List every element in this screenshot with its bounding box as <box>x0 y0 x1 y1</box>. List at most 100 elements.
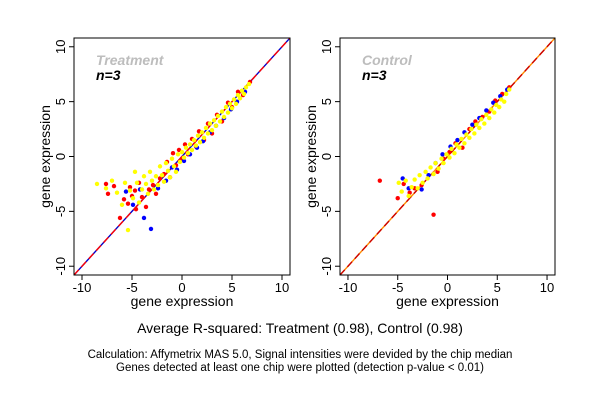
data-point <box>457 145 462 150</box>
data-point <box>492 110 497 115</box>
data-point <box>474 122 479 127</box>
data-point <box>221 114 227 120</box>
data-point <box>484 112 489 118</box>
data-point <box>464 132 469 137</box>
data-point <box>235 92 241 98</box>
data-point <box>199 130 205 135</box>
data-point <box>147 169 153 175</box>
data-point <box>132 188 138 193</box>
data-point <box>130 195 136 201</box>
data-point <box>229 106 235 111</box>
data-point <box>111 183 117 189</box>
data-point <box>195 133 201 138</box>
y-tick-label: 10 <box>319 40 334 54</box>
x-axis-label: gene expression <box>396 293 499 309</box>
data-point <box>246 81 252 87</box>
data-point <box>157 164 163 169</box>
sample-size-label: n=3 <box>362 67 387 83</box>
data-point <box>403 178 408 183</box>
data-point <box>459 136 464 142</box>
data-point <box>489 107 494 112</box>
data-point <box>205 131 211 136</box>
data-point <box>114 190 120 195</box>
data-point <box>452 151 457 156</box>
x-axis-label: gene expression <box>131 293 234 309</box>
data-point <box>143 204 149 210</box>
control-panel: -10 -5 0 5 10 -10 -5 0 5 10 gene expression gene ex… <box>303 37 556 309</box>
data-point <box>425 176 430 181</box>
data-point <box>423 169 428 175</box>
data-point <box>472 131 477 136</box>
data-point <box>171 164 177 169</box>
data-point <box>148 226 154 232</box>
data-point <box>133 206 139 212</box>
data-point <box>440 152 445 157</box>
data-point <box>412 177 417 182</box>
data-point <box>141 174 147 179</box>
data-point <box>163 160 169 166</box>
data-point <box>155 186 161 191</box>
data-point <box>185 151 191 156</box>
data-point <box>420 180 425 186</box>
x-tick-label: 10 <box>540 280 554 295</box>
x-tick-label: -10 <box>73 280 92 295</box>
data-point <box>123 189 129 194</box>
calculation-note: Calculation: Affymetrix MAS 5.0, Signal … <box>87 349 513 361</box>
data-point <box>130 202 136 207</box>
data-point <box>127 185 133 190</box>
sample-size-label: n=3 <box>96 67 121 83</box>
data-point <box>433 160 438 166</box>
scatter-plots: -10 -5 0 5 10 -10 -5 0 5 10 gene expression gene ex… <box>37 37 556 309</box>
data-point <box>497 104 502 110</box>
data-point <box>159 172 165 178</box>
data-point <box>179 149 185 155</box>
data-point <box>235 89 241 94</box>
data-point <box>467 135 472 141</box>
y-tick-label: 0 <box>53 153 68 160</box>
data-point <box>417 172 422 178</box>
data-point <box>217 119 223 124</box>
data-point <box>122 180 128 186</box>
data-point <box>94 181 100 187</box>
x-tick-label: -5 <box>126 280 138 295</box>
data-point <box>191 137 197 143</box>
x-tick-label: 5 <box>494 280 501 295</box>
data-point <box>127 188 133 193</box>
y-tick-label: -10 <box>319 257 334 276</box>
data-point <box>149 178 155 183</box>
data-point <box>227 101 233 107</box>
data-point <box>444 152 449 157</box>
data-point <box>136 200 142 205</box>
data-point <box>161 179 167 184</box>
data-point <box>396 180 401 186</box>
x-tick-label: -5 <box>392 280 404 295</box>
data-point <box>187 142 193 147</box>
y-tick-label: 10 <box>53 40 68 54</box>
data-point <box>119 202 125 207</box>
data-point <box>469 126 474 132</box>
data-point <box>141 215 147 221</box>
data-point <box>150 182 156 188</box>
data-point <box>125 201 131 206</box>
data-point <box>241 91 247 97</box>
data-point <box>449 146 454 152</box>
data-point <box>155 182 161 188</box>
data-point <box>243 85 249 90</box>
data-point <box>207 121 213 126</box>
panel-title: Treatment <box>96 52 165 68</box>
data-point <box>153 174 159 179</box>
data-point <box>157 176 163 181</box>
x-tick-label: 10 <box>275 280 289 295</box>
data-point <box>105 191 111 197</box>
y-tick-label: -5 <box>53 206 68 218</box>
detection-note: Genes detected at least one chip were pl… <box>116 362 484 374</box>
data-point <box>233 101 239 107</box>
data-point <box>125 227 131 233</box>
data-point <box>197 140 203 145</box>
data-point <box>436 166 441 171</box>
data-point <box>167 175 173 180</box>
data-point <box>401 181 406 187</box>
data-point <box>203 125 209 131</box>
data-point <box>139 187 145 192</box>
